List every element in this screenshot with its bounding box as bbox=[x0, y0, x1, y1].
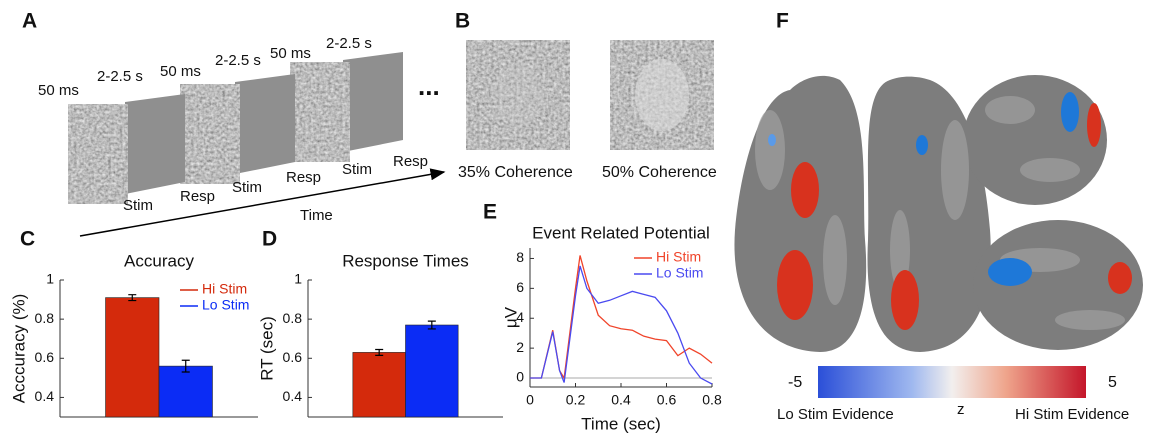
y-tick-label: 0.8 bbox=[35, 310, 55, 326]
bar bbox=[158, 365, 213, 418]
x-tick-label: 0.8 bbox=[702, 392, 722, 408]
y-tick-label: 2 bbox=[516, 339, 524, 355]
chart-title: Event Related Potential bbox=[532, 223, 710, 242]
panel-letter: F bbox=[776, 10, 789, 33]
panel-letter: C bbox=[20, 228, 35, 251]
chart-title: Accuracy bbox=[124, 251, 194, 270]
x-tick-label: 0.6 bbox=[657, 392, 677, 408]
duration: 2-2.5 s bbox=[215, 52, 261, 69]
y-tick-label: 1 bbox=[46, 271, 54, 287]
colorbar-min: -5 bbox=[788, 374, 802, 391]
legend-label: Hi Stim bbox=[656, 249, 701, 265]
duration: 50 ms bbox=[270, 45, 311, 62]
stimulus-image bbox=[466, 40, 570, 150]
event-label: Stim bbox=[342, 161, 372, 178]
chart-title: Response Times bbox=[342, 251, 469, 270]
legend-label: Lo Stim bbox=[656, 265, 703, 281]
frame bbox=[68, 104, 128, 204]
y-tick-label: 4 bbox=[516, 309, 524, 325]
panel-letter: B bbox=[455, 10, 470, 33]
duration: 2-2.5 s bbox=[326, 35, 372, 52]
error-bar bbox=[427, 320, 436, 330]
time-label: Time bbox=[300, 207, 333, 224]
event-label: Resp bbox=[180, 188, 215, 205]
y-tick-label: 0.4 bbox=[35, 388, 55, 404]
x-axis-label: Time (sec) bbox=[581, 414, 661, 433]
error-bar bbox=[128, 294, 137, 302]
panel-letter: D bbox=[262, 228, 277, 251]
y-tick-label: 1 bbox=[294, 271, 302, 287]
face bbox=[493, 63, 543, 127]
brain-lateral bbox=[963, 75, 1107, 205]
y-axis-label: RT (sec) bbox=[257, 316, 276, 381]
panel-letter: A bbox=[22, 10, 37, 33]
colorbar-label: z bbox=[957, 401, 965, 418]
sulci bbox=[755, 96, 1125, 330]
image-caption: 50% Coherence bbox=[602, 164, 717, 181]
colorbar-low-label: Lo Stim Evidence bbox=[777, 406, 894, 423]
x-tick-label: 0.2 bbox=[566, 392, 586, 408]
frame bbox=[125, 94, 185, 194]
panel-letter: E bbox=[483, 201, 497, 224]
activation bbox=[768, 92, 1132, 330]
y-axis-label: μV bbox=[501, 306, 520, 328]
panel-a: A 50 ms 2-2.5 s 50 ms 2-2.5 s 50 ms 2-2.… bbox=[22, 10, 446, 237]
event-label: Resp bbox=[286, 169, 321, 186]
error-bar bbox=[375, 348, 384, 356]
y-tick-label: 0.6 bbox=[35, 349, 55, 365]
legend-label: Hi Stim bbox=[202, 281, 247, 297]
error-bar bbox=[181, 359, 190, 373]
colorbar-high-label: Hi Stim Evidence bbox=[1015, 406, 1129, 423]
y-tick-label: 0.6 bbox=[283, 349, 303, 365]
y-axis-label: Acccuracy (%) bbox=[9, 294, 28, 404]
colorbar bbox=[818, 366, 1086, 398]
panel-b: B 35% Coherence 50% Coherence bbox=[455, 10, 717, 182]
ellipsis: ... bbox=[418, 71, 440, 101]
legend-label: Lo Stim bbox=[202, 297, 249, 313]
bar bbox=[105, 297, 160, 418]
duration: 50 ms bbox=[160, 63, 201, 80]
y-tick-label: 0.4 bbox=[283, 388, 303, 404]
event-label: Stim bbox=[232, 179, 262, 196]
time-arrow bbox=[79, 168, 446, 237]
y-tick-label: 0 bbox=[516, 369, 524, 385]
y-tick-label: 0.8 bbox=[283, 310, 303, 326]
duration: 2-2.5 s bbox=[97, 68, 143, 85]
colorbar-max: 5 bbox=[1108, 374, 1117, 391]
image-caption: 35% Coherence bbox=[458, 164, 573, 181]
duration: 50 ms bbox=[38, 82, 79, 99]
panel-f: F -5 5 Lo Stim Evidence z Hi Stim Eviden… bbox=[734, 10, 1143, 423]
event-label: Resp bbox=[393, 153, 428, 170]
y-tick-label: 6 bbox=[516, 279, 524, 295]
frame bbox=[180, 84, 240, 184]
y-tick-label: 8 bbox=[516, 249, 524, 265]
bar bbox=[352, 352, 406, 418]
frame bbox=[290, 62, 350, 162]
line-series bbox=[530, 265, 713, 385]
bar bbox=[405, 324, 459, 418]
face bbox=[635, 59, 689, 131]
x-tick-label: 0 bbox=[526, 392, 534, 408]
frame bbox=[343, 52, 403, 152]
frame bbox=[235, 74, 295, 174]
x-tick-label: 0.4 bbox=[611, 392, 631, 408]
event-label: Stim bbox=[123, 197, 153, 214]
